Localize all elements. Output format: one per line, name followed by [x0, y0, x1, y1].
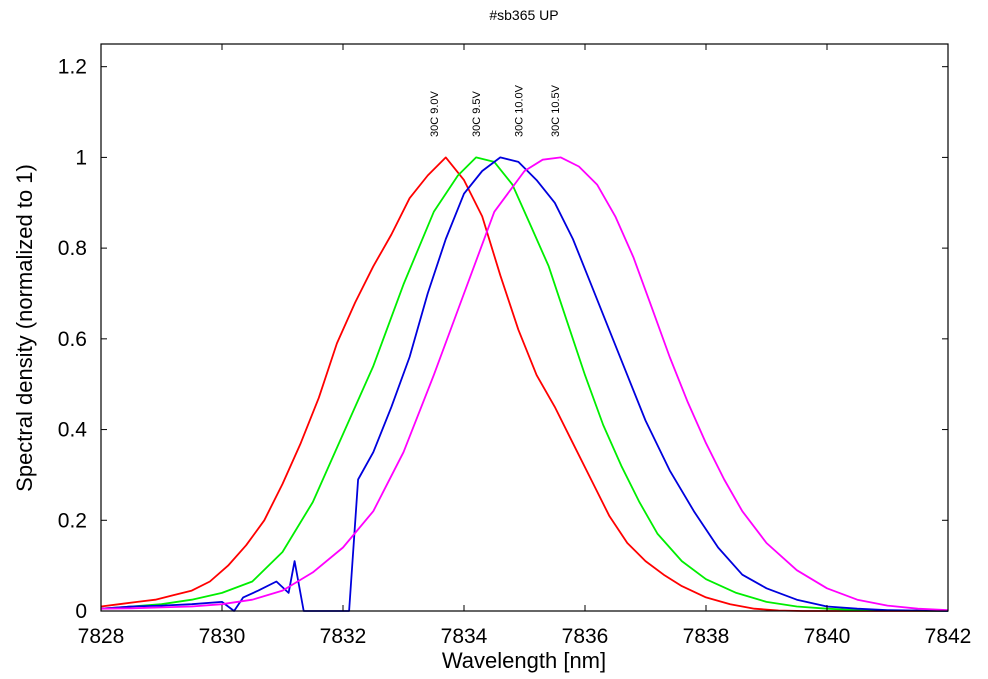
- y-tick-label: 1.2: [58, 56, 87, 79]
- x-axis-title: Wavelength [nm]: [442, 648, 606, 673]
- y-tick-label: 0.4: [58, 419, 88, 442]
- plot-frame: [100, 43, 949, 612]
- x-tick-label: 7840: [804, 625, 851, 648]
- series-lines: [100, 156, 949, 612]
- series-line: [100, 156, 948, 612]
- y-tick-label: 0.8: [58, 237, 87, 260]
- series-line: [100, 156, 949, 611]
- y-tick-label: 0.6: [58, 328, 87, 351]
- series-label: 30C 9.5V: [471, 90, 483, 137]
- x-tick-label: 7830: [199, 625, 246, 648]
- series-label: 30C 9.0V: [429, 90, 441, 137]
- x-tick-label: 7838: [683, 625, 730, 648]
- series-line: [100, 156, 949, 612]
- chart-title: #sb365 UP: [489, 7, 558, 23]
- series-label: 30C 10.5V: [550, 84, 562, 137]
- y-tick-label: 0: [75, 600, 87, 623]
- series-line: [100, 156, 949, 612]
- x-tick-label: 7842: [925, 625, 972, 648]
- x-axis-ticks: 7828 7830 7832 7834 7836 7838 7840 7842: [78, 44, 972, 648]
- x-tick-label: 7828: [78, 625, 125, 648]
- y-axis-ticks: 0 0.2 0.4 0.6 0.8 1 1.2: [58, 56, 948, 623]
- y-axis-title: Spectral density (normalized to 1): [12, 164, 37, 492]
- y-tick-label: 1: [75, 146, 87, 169]
- y-tick-label: 0.2: [58, 509, 87, 532]
- x-tick-label: 7834: [441, 625, 488, 648]
- x-tick-label: 7832: [320, 625, 367, 648]
- series-labels: 30C 9.0V 30C 9.5V 30C 10.0V 30C 10.5V: [429, 84, 562, 137]
- x-tick-label: 7836: [562, 625, 609, 648]
- series-label: 30C 10.0V: [513, 84, 525, 137]
